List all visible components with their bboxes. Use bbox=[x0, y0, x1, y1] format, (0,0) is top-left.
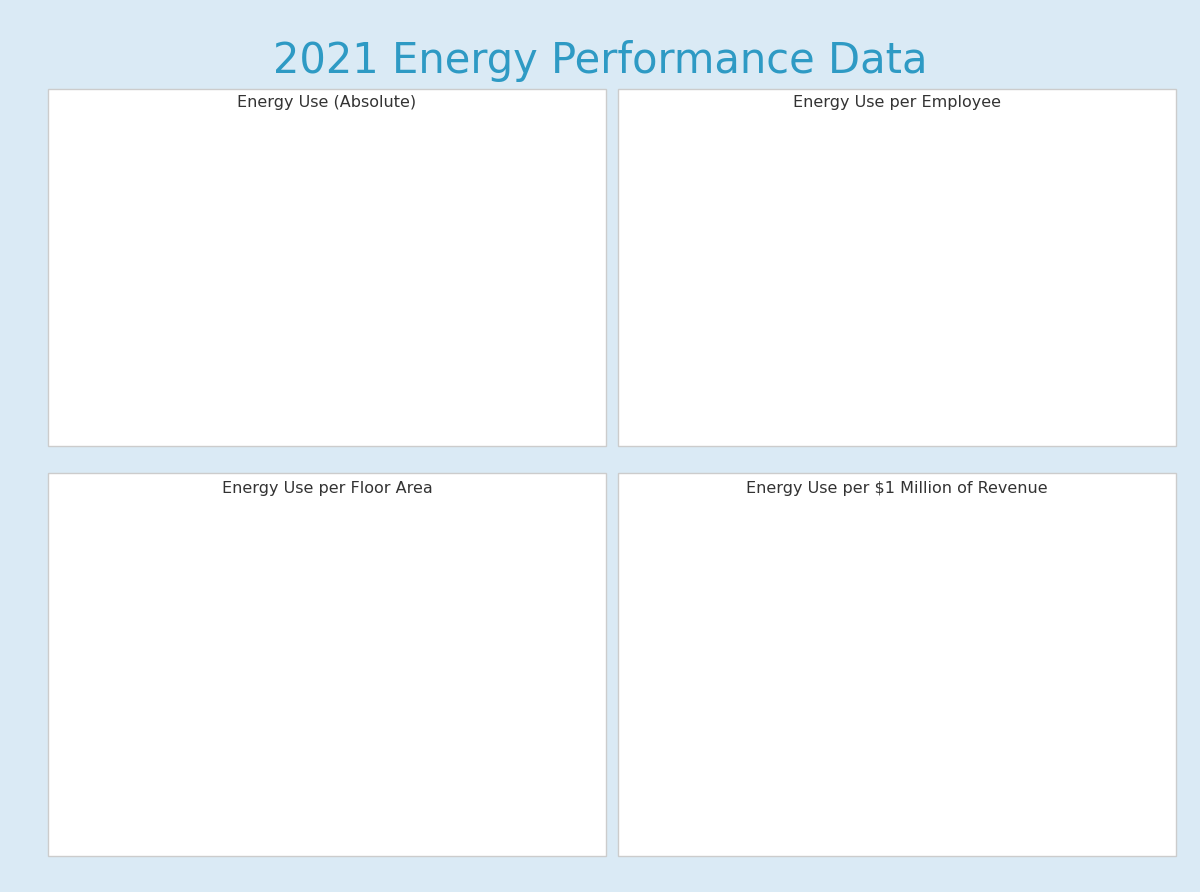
Bar bbox=[715, 534, 754, 807]
Bar bbox=[536, 136, 575, 397]
Bar bbox=[215, 188, 253, 397]
Bar bbox=[343, 180, 383, 397]
Bar bbox=[215, 566, 253, 807]
Bar bbox=[907, 241, 947, 397]
Bar bbox=[1100, 640, 1139, 807]
Y-axis label: MWh/Meter²: MWh/Meter² bbox=[91, 617, 104, 694]
Bar bbox=[1037, 628, 1075, 807]
Bar bbox=[844, 216, 882, 397]
Y-axis label: MWh/Million $: MWh/Million $ bbox=[652, 612, 665, 699]
Bar bbox=[343, 582, 383, 807]
Bar bbox=[280, 174, 318, 397]
Bar bbox=[473, 599, 511, 807]
Bar bbox=[779, 598, 817, 807]
Bar bbox=[408, 172, 446, 397]
Bar bbox=[280, 568, 318, 807]
Bar bbox=[715, 150, 754, 397]
Text: Energy Use per Employee: Energy Use per Employee bbox=[793, 95, 1001, 110]
Bar bbox=[1100, 210, 1139, 397]
Bar bbox=[972, 253, 1010, 397]
Bar bbox=[151, 526, 190, 807]
Text: Energy Use (Absolute): Energy Use (Absolute) bbox=[238, 95, 416, 110]
Bar bbox=[473, 156, 511, 397]
Bar bbox=[779, 194, 817, 397]
Bar bbox=[536, 588, 575, 807]
Bar bbox=[972, 664, 1010, 807]
Bar bbox=[408, 583, 446, 807]
Text: Energy Use per $1 Million of Revenue: Energy Use per $1 Million of Revenue bbox=[746, 481, 1048, 496]
Y-axis label: MWh: MWh bbox=[59, 241, 72, 272]
Text: 2021 Energy Performance Data: 2021 Energy Performance Data bbox=[272, 40, 928, 82]
Bar bbox=[1037, 225, 1075, 397]
Bar bbox=[907, 656, 947, 807]
Text: Energy Use per Floor Area: Energy Use per Floor Area bbox=[222, 481, 432, 496]
Bar bbox=[151, 172, 190, 397]
Bar bbox=[844, 619, 882, 807]
Y-axis label: MWh/Employee: MWh/Employee bbox=[659, 208, 672, 305]
